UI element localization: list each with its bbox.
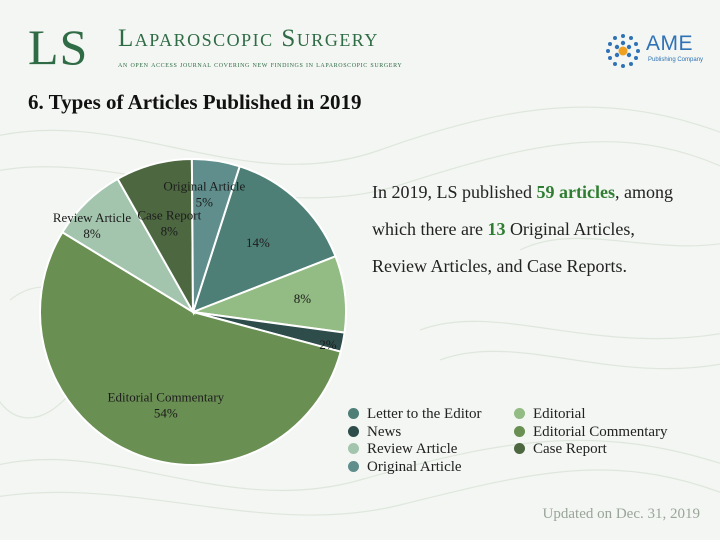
- legend-swatch: [514, 425, 525, 437]
- summary-article-count: 59 articles: [536, 182, 615, 202]
- legend-item-editorial: Editorial: [514, 405, 586, 423]
- legend-item-news: News: [348, 423, 401, 441]
- pie-slice-editorial-commentary: [39, 230, 342, 466]
- legend-swatch: [514, 443, 525, 454]
- updated-date: Updated on Dec. 31, 2019: [542, 506, 700, 522]
- legend-swatch: [348, 425, 359, 437]
- legend-label: Review Article: [367, 441, 458, 457]
- legend-item-review-article: Review Article: [348, 440, 457, 458]
- pie-label-editorial-commentary: Editorial Commentary 54%: [108, 389, 225, 420]
- journal-tagline: An open access journal covering new find…: [118, 60, 403, 69]
- legend-item-case-report: Case Report: [514, 440, 607, 458]
- journal-title: Laparoscopic Surgery: [118, 25, 379, 52]
- pie-label-case-report: Case Report 8%: [137, 207, 201, 238]
- legend-item-letter-to-the-editor: Letter to the Editor: [348, 405, 482, 423]
- pie-label-letter-to-the-editor: 14%: [246, 235, 270, 250]
- legend-label: Editorial: [533, 406, 586, 422]
- legend-swatch: [348, 408, 359, 419]
- legend-label: Letter to the Editor: [367, 406, 482, 422]
- legend-swatch: [348, 443, 359, 454]
- legend-label: Case Report: [533, 441, 607, 457]
- ame-dots-icon: [606, 34, 640, 68]
- publisher-subtitle: Publishing Company: [648, 57, 704, 63]
- pie-label-news: 2%: [319, 337, 337, 352]
- legend-label: Original Article: [367, 458, 462, 475]
- pie-label-original-article: Original Article 5%: [163, 179, 245, 210]
- summary-text: In 2019, LS published 59 articles, among…: [372, 174, 692, 285]
- legend-swatch: [348, 460, 359, 472]
- slide-title: 6. Types of Articles Published in 2019: [28, 90, 362, 114]
- pie-labels: 14% 8% 2% Editorial Commentary 54% Review Art…: [53, 179, 337, 421]
- legend-label: News: [367, 423, 402, 440]
- pie-label-editorial: 8%: [294, 291, 312, 306]
- journal-logo: LS: [28, 19, 89, 75]
- summary-mid: , among which there are: [372, 182, 673, 239]
- legend-item-original-article: Original Article: [348, 458, 462, 476]
- summary-type-count: 13: [487, 219, 506, 239]
- legend-label: Editorial Commentary: [533, 423, 668, 440]
- summary-prefix: In 2019, LS published: [372, 182, 537, 202]
- pie-label-review-article: Review Article 8%: [53, 210, 132, 241]
- pie-slice-original-article: [190, 158, 241, 313]
- pie-slices: [39, 157, 347, 466]
- legend-swatch: [514, 408, 525, 419]
- publisher-logo: AME Publishing Company: [604, 30, 704, 70]
- summary-suffix: Original Articles, Review Articles, and …: [372, 219, 635, 276]
- publisher-name: AME: [646, 32, 694, 55]
- legend-item-editorial-commentary: Editorial Commentary: [514, 423, 668, 441]
